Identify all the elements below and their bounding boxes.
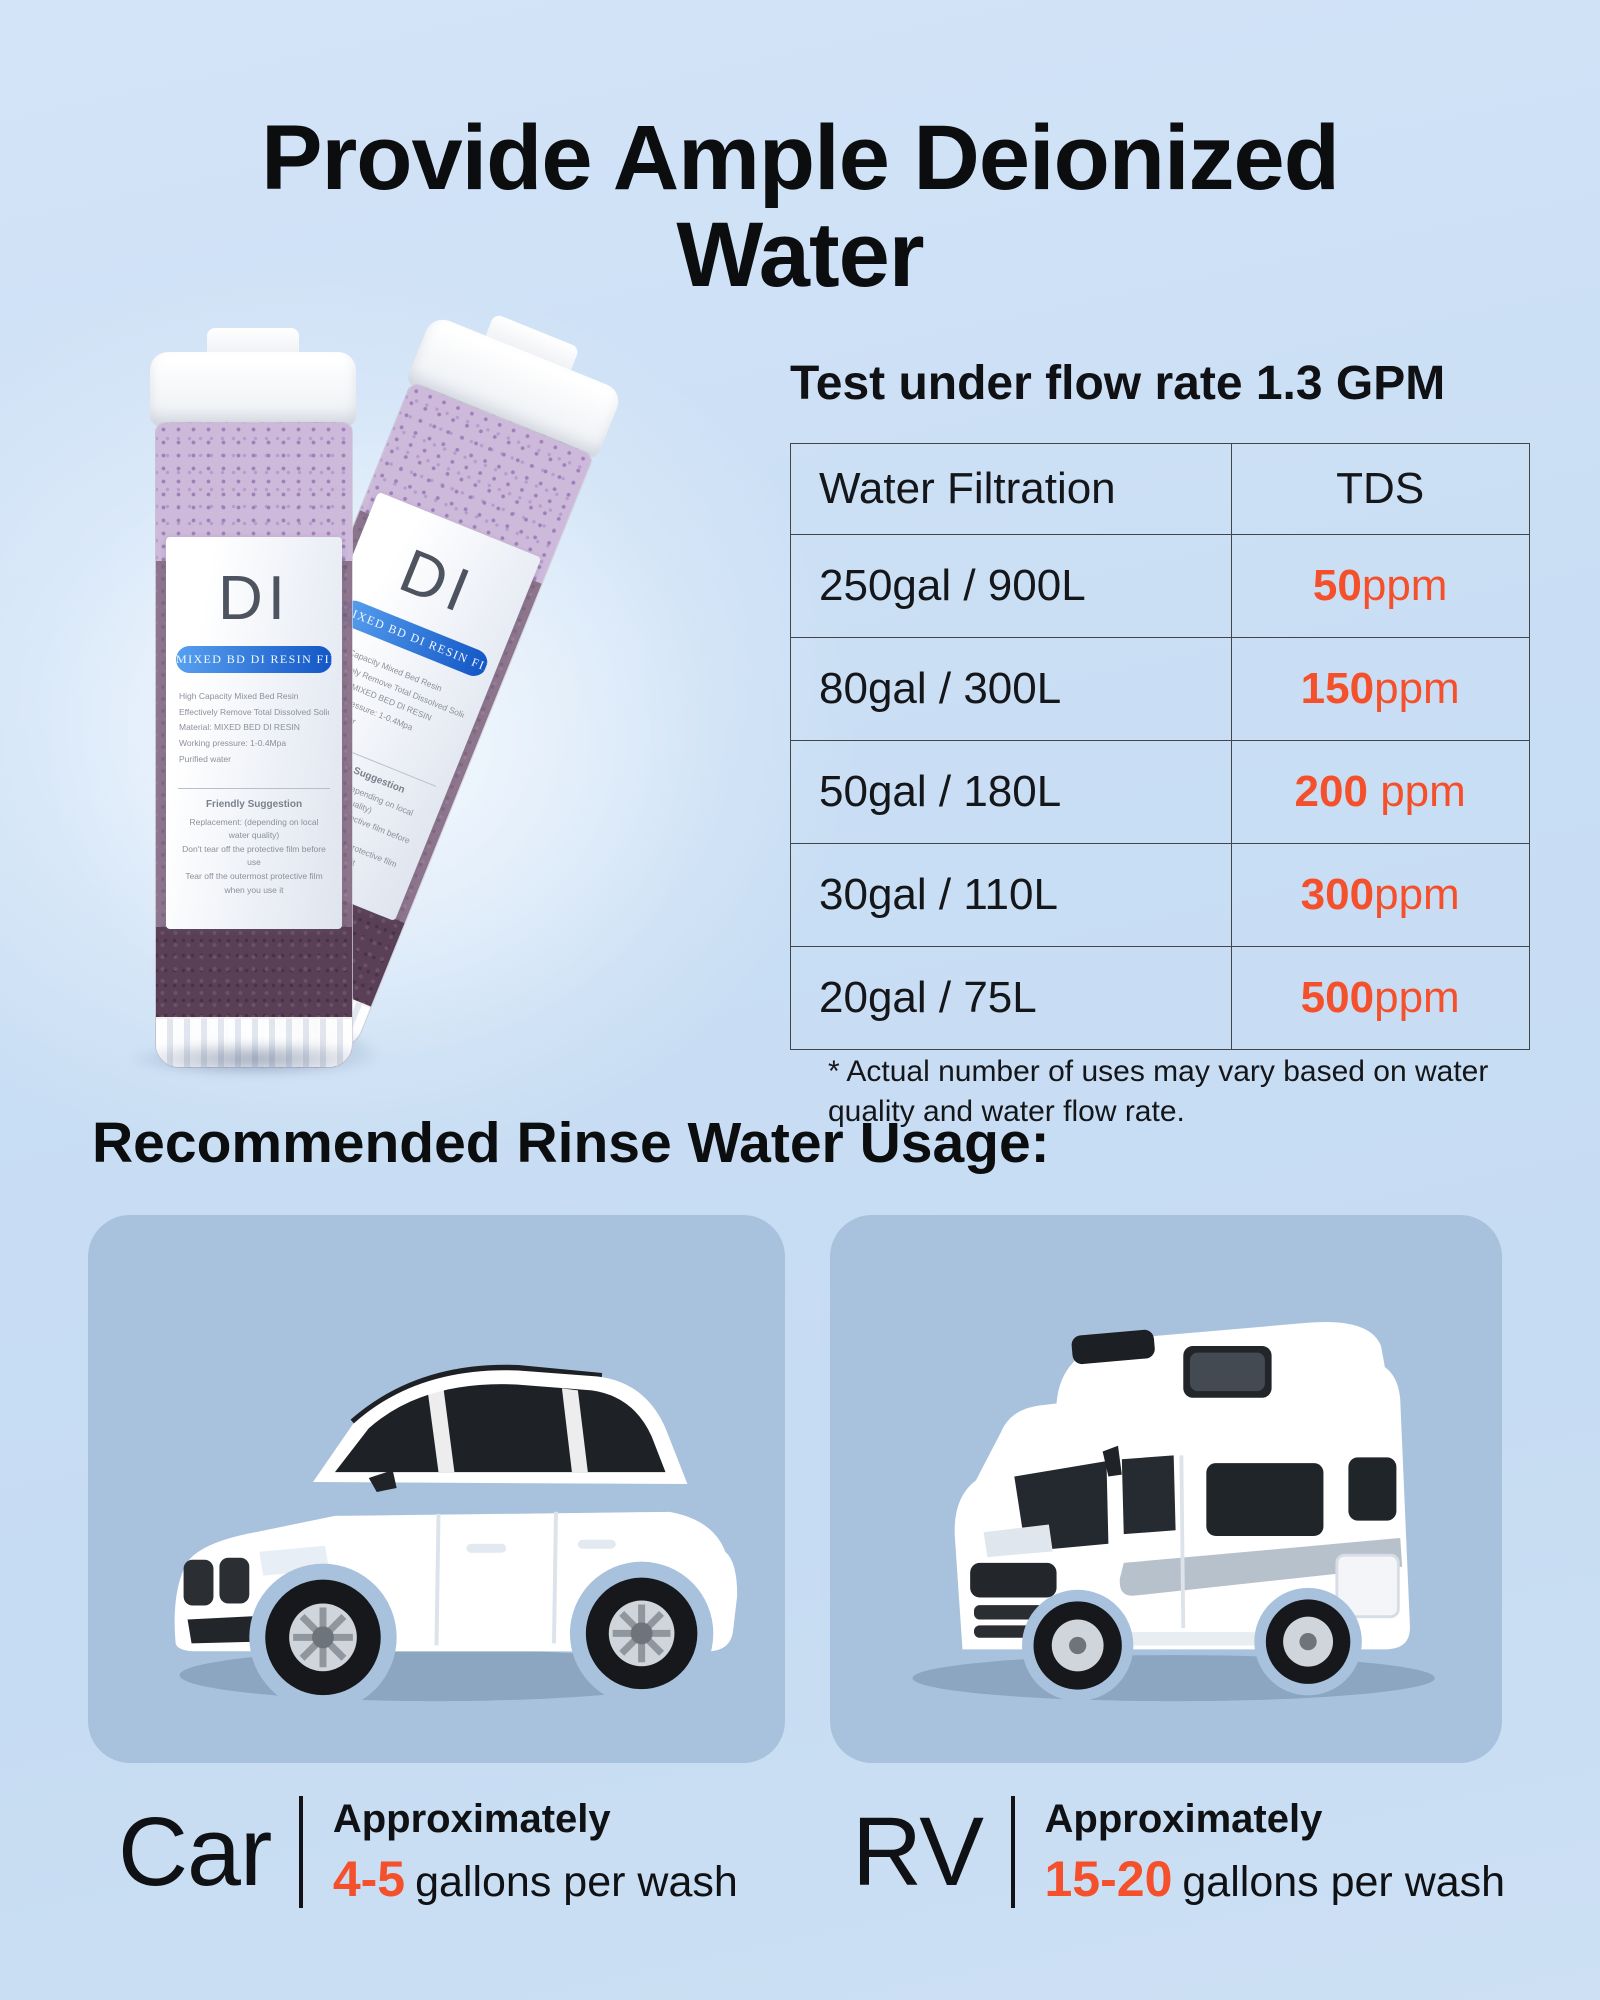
- usage-unit: gallons per wash: [1182, 1857, 1506, 1906]
- filter-cap-top: [207, 328, 299, 356]
- usage-amount: 4-5: [332, 1850, 406, 1907]
- filter-label-specs: High Capacity Mixed Bed Resin Effectively…: [166, 689, 342, 768]
- tds-value: 150: [1300, 664, 1375, 713]
- filter-label-spec-line: Material: MIXED BED DI RESIN: [179, 722, 300, 733]
- page-title: Provide Ample Deionized Water: [0, 106, 1600, 307]
- tds-value: 500: [1300, 973, 1375, 1022]
- filter-label-spec-line: Effectively Remove Total Dissolved Solid…: [179, 706, 329, 717]
- tds-unit: ppm: [1374, 870, 1460, 919]
- filter-label-di: DI: [218, 564, 290, 633]
- rv-photo-card: [830, 1215, 1502, 1763]
- usage-amount-line: 15-20 gallons per wash: [1045, 1850, 1506, 1908]
- filter-shadow: [126, 1040, 382, 1078]
- filter-label-suggestion-line: Tear off the outermost protective film w…: [185, 870, 323, 895]
- tds-cell: 200 ppm: [1231, 740, 1530, 844]
- column-header-water-filtration: Water Filtration: [789, 443, 1233, 535]
- filter-label-suggestion-line: Replacement: (depending on local water q…: [189, 816, 319, 841]
- tds-cell: 150ppm: [1231, 637, 1530, 741]
- approx-label: Approximately: [1044, 1796, 1323, 1841]
- tds-value: 200: [1294, 767, 1368, 816]
- tds-value: 300: [1300, 870, 1375, 919]
- filtration-cell: 50gal / 180L: [789, 740, 1233, 844]
- car-photo-card: [88, 1215, 785, 1763]
- tds-cell: 50ppm: [1231, 534, 1530, 638]
- filter-cap: [150, 352, 356, 426]
- car-illustration: [174, 1364, 738, 1712]
- filter-label-spec-line: High Capacity Mixed Bed Resin: [179, 691, 299, 701]
- di-filter-cartridge-upright: DI MIXED BD DI RESIN FILTER High Capacit…: [126, 328, 382, 1078]
- vehicle-label-rv: RV: [852, 1797, 984, 1906]
- usage-amount: 15-20: [1044, 1850, 1173, 1907]
- tds-value: 50: [1312, 561, 1362, 610]
- filtration-cell: 20gal / 75L: [789, 946, 1233, 1050]
- tds-table: Water Filtration TDS 250gal / 900L 50ppm…: [789, 443, 1530, 1050]
- test-heading: Test under flow rate 1.3 GPM: [790, 357, 1446, 410]
- table-row: 50gal / 180L 200 ppm: [789, 740, 1530, 844]
- rv-illustration: [912, 1321, 1435, 1702]
- filter-base: [156, 1017, 352, 1067]
- tds-cell: 500ppm: [1231, 946, 1530, 1050]
- approx-label: Approximately: [332, 1796, 611, 1841]
- vertical-divider: [299, 1796, 303, 1908]
- filtration-cell: 250gal / 900L: [789, 534, 1233, 638]
- table-header-row: Water Filtration TDS: [789, 443, 1530, 535]
- page-title-line2: Water: [676, 204, 924, 307]
- filter-label: DI MIXED BD DI RESIN FILTER High Capacit…: [166, 537, 342, 929]
- usage-item-rv: RV Approximately 15-20 gallons per wash: [852, 1796, 1505, 1908]
- vertical-divider: [1011, 1796, 1015, 1908]
- filter-label-stripe: MIXED BD DI RESIN FILTER: [176, 646, 332, 673]
- tds-unit: ppm: [1374, 664, 1460, 713]
- vehicle-label-car: Car: [118, 1797, 272, 1906]
- table-row: 20gal / 75L 500ppm: [789, 946, 1530, 1050]
- filter-label-suggestion-line: Don't tear off the protective film befor…: [182, 843, 326, 868]
- column-header-tds: TDS: [1231, 443, 1530, 535]
- usage-amount-line: 4-5 gallons per wash: [333, 1850, 738, 1908]
- table-row: 250gal / 900L 50ppm: [789, 534, 1530, 638]
- filtration-cell: 80gal / 300L: [789, 637, 1233, 741]
- tds-unit: ppm: [1367, 767, 1466, 816]
- filter-label-suggestions: Replacement: (depending on local water q…: [166, 816, 342, 898]
- usage-unit: gallons per wash: [415, 1857, 738, 1906]
- tds-unit: ppm: [1361, 561, 1448, 610]
- tds-cell: 300ppm: [1231, 843, 1530, 947]
- resin-bed-bottom: [156, 927, 352, 1019]
- usage-item-car: Car Approximately 4-5 gallons per wash: [118, 1796, 738, 1908]
- filter-label-suggestion-title: Friendly Suggestion: [205, 798, 303, 810]
- tds-unit: ppm: [1374, 973, 1460, 1022]
- filtration-cell: 30gal / 110L: [789, 843, 1233, 947]
- filter-label-spec-line: Purified water: [179, 753, 231, 764]
- usage-heading: Recommended Rinse Water Usage:: [92, 1111, 1050, 1175]
- filter-label-spec-line: Working pressure: 1-0.4Mpa: [179, 738, 287, 749]
- table-row: 30gal / 110L 300ppm: [789, 843, 1530, 947]
- table-footnote: * Actual number of uses may vary based o…: [828, 1055, 1489, 1129]
- filter-label-divider: [178, 787, 330, 789]
- table-row: 80gal / 300L 150ppm: [789, 637, 1530, 741]
- page-title-line1: Provide Ample Deionized: [261, 106, 1340, 209]
- filter-housing: DI MIXED BD DI RESIN FILTER High Capacit…: [155, 422, 353, 1068]
